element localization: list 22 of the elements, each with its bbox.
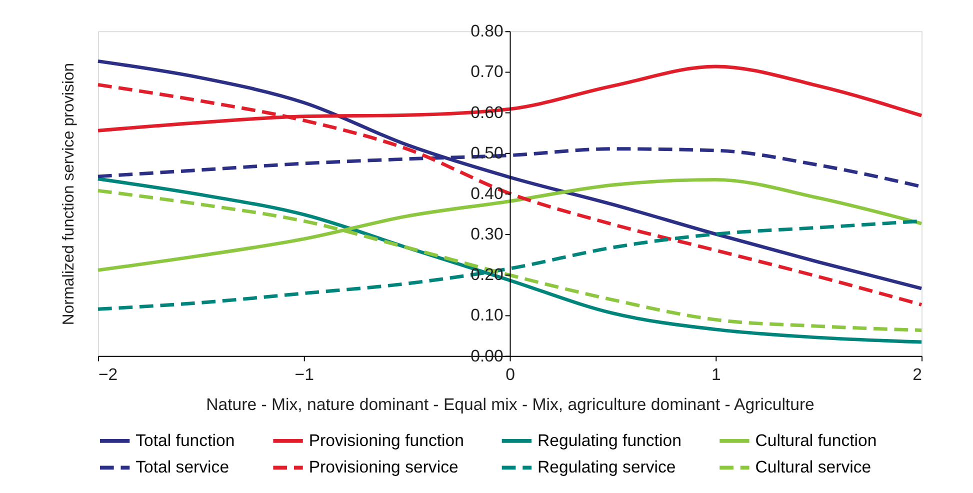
- legend-label: Cultural function: [755, 430, 877, 450]
- y-tick-label: 0.10: [470, 306, 504, 325]
- legend-label: Total service: [136, 458, 230, 477]
- y-tick-label: 0.40: [470, 184, 504, 203]
- legend-label: Provisioning service: [308, 458, 458, 477]
- y-tick-label: 0.20: [470, 265, 504, 284]
- y-tick-label: 0.70: [470, 62, 504, 82]
- x-tick-label: 0: [506, 365, 515, 384]
- legend-label: Regulating function: [537, 430, 682, 450]
- line-series: [96, 59, 924, 290]
- x-tick-label: −2: [98, 365, 118, 384]
- x-tick-label: 2: [912, 365, 922, 384]
- x-axis-title: Nature - Mix, nature dominant - Equal mix - Mix, agriculture dominant - Agriculture: [206, 394, 814, 414]
- legend-label: Total function: [136, 430, 235, 450]
- legend-label: Provisioning function: [308, 430, 464, 450]
- x-tick-label: 1: [711, 365, 721, 384]
- y-tick-label: 0.30: [470, 224, 504, 244]
- y-tick-label: 0.80: [470, 22, 504, 41]
- legend-label: Cultural service: [755, 458, 872, 477]
- legend-label: Regulating service: [537, 458, 676, 477]
- x-tick-label: −1: [294, 365, 314, 384]
- y-axis-title: Normalized function service provision: [60, 62, 78, 326]
